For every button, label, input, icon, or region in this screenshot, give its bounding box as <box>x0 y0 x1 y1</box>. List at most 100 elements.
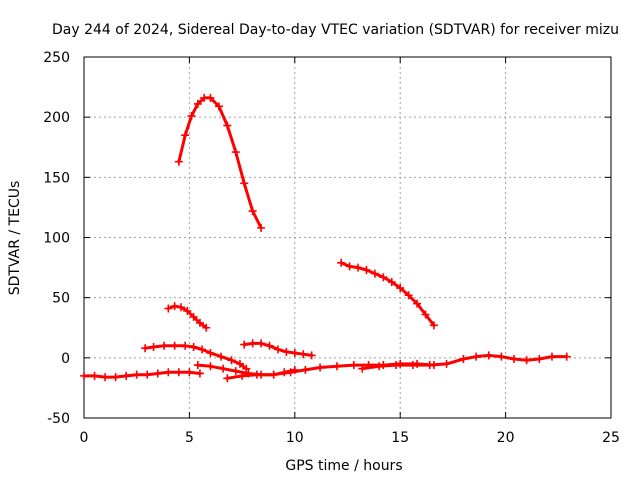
data-point <box>132 370 141 379</box>
data-point <box>522 356 531 365</box>
data-point <box>219 364 228 373</box>
data-point <box>80 371 88 380</box>
y-tick-label: 0 <box>61 351 70 367</box>
data-point <box>307 351 316 360</box>
data-point <box>189 312 198 321</box>
data-point <box>149 343 158 352</box>
series-arc-7 <box>223 359 438 383</box>
data-point <box>198 345 207 354</box>
data-point <box>248 207 257 216</box>
data-point <box>257 223 266 232</box>
data-point <box>195 369 204 378</box>
series-arc-9 <box>358 351 571 373</box>
data-point <box>235 359 244 368</box>
data-point <box>181 341 190 350</box>
data-point <box>217 352 226 361</box>
data-point <box>484 351 493 360</box>
data-point <box>396 284 405 293</box>
data-point <box>370 269 379 278</box>
data-point <box>379 273 388 282</box>
data-point <box>332 362 341 371</box>
data-point <box>413 299 422 308</box>
data-point <box>153 369 162 378</box>
data-point <box>429 321 438 330</box>
data-point <box>189 343 198 352</box>
series-layer <box>80 93 571 383</box>
x-tick-label: 15 <box>391 430 409 446</box>
y-tick-label: 50 <box>52 291 70 307</box>
data-point <box>375 362 384 371</box>
data-point <box>174 157 183 166</box>
data-point <box>362 265 371 274</box>
series-line <box>339 261 436 327</box>
data-point <box>141 344 150 353</box>
y-tick-label: 150 <box>43 170 70 186</box>
data-point <box>231 367 240 376</box>
data-point <box>187 111 196 120</box>
data-point <box>202 323 211 332</box>
data-point <box>90 371 99 380</box>
data-point <box>345 262 354 271</box>
series-arc-4 <box>174 93 266 232</box>
data-point <box>391 361 400 370</box>
data-point <box>459 355 468 364</box>
data-point <box>562 352 571 361</box>
data-point <box>497 352 506 361</box>
x-tick-label: 10 <box>286 430 304 446</box>
grid-lines <box>84 57 611 418</box>
data-point <box>425 361 434 370</box>
data-point <box>290 349 299 358</box>
x-tick-label: 20 <box>497 430 515 446</box>
data-point <box>170 302 179 311</box>
data-point <box>170 341 179 350</box>
series-arc-8 <box>337 258 438 330</box>
data-point <box>122 371 131 380</box>
data-point <box>301 365 310 374</box>
data-point <box>181 131 190 140</box>
data-point <box>299 350 308 359</box>
data-point <box>183 306 192 315</box>
data-point <box>472 352 481 361</box>
y-tick-label: 250 <box>43 50 70 66</box>
data-point <box>286 368 295 377</box>
data-point <box>421 310 430 319</box>
data-point <box>535 355 544 364</box>
data-point <box>358 364 367 373</box>
data-point <box>252 370 261 379</box>
data-point <box>206 93 215 102</box>
data-point <box>164 304 173 313</box>
data-point <box>273 345 282 354</box>
data-point <box>265 341 274 350</box>
data-point <box>349 361 358 370</box>
data-point <box>111 373 120 382</box>
data-point <box>242 364 251 373</box>
data-point <box>337 258 346 267</box>
series-arc-1 <box>80 368 204 382</box>
y-tick-label: 100 <box>43 231 70 247</box>
data-point <box>164 368 173 377</box>
data-point <box>387 278 396 287</box>
data-point <box>442 359 451 368</box>
data-point <box>257 339 266 348</box>
data-point <box>223 374 232 383</box>
data-point <box>160 341 169 350</box>
data-point <box>101 373 110 382</box>
data-point <box>195 318 204 327</box>
data-point <box>404 291 413 300</box>
data-point <box>193 99 202 108</box>
data-point <box>269 370 278 379</box>
y-axis-label: SDTVAR / TECUs <box>7 181 23 296</box>
data-point <box>231 148 240 157</box>
y-tick-label: 200 <box>43 110 70 126</box>
data-point <box>227 356 236 365</box>
x-axis-label: GPS time / hours <box>285 458 402 474</box>
x-tick-label: 0 <box>80 430 89 446</box>
data-point <box>354 263 363 272</box>
data-point <box>214 102 223 111</box>
data-point <box>316 363 325 372</box>
plot-area-frame <box>83 56 612 419</box>
x-tick-label: 5 <box>185 430 194 446</box>
series-line <box>177 96 263 230</box>
data-point <box>408 361 417 370</box>
